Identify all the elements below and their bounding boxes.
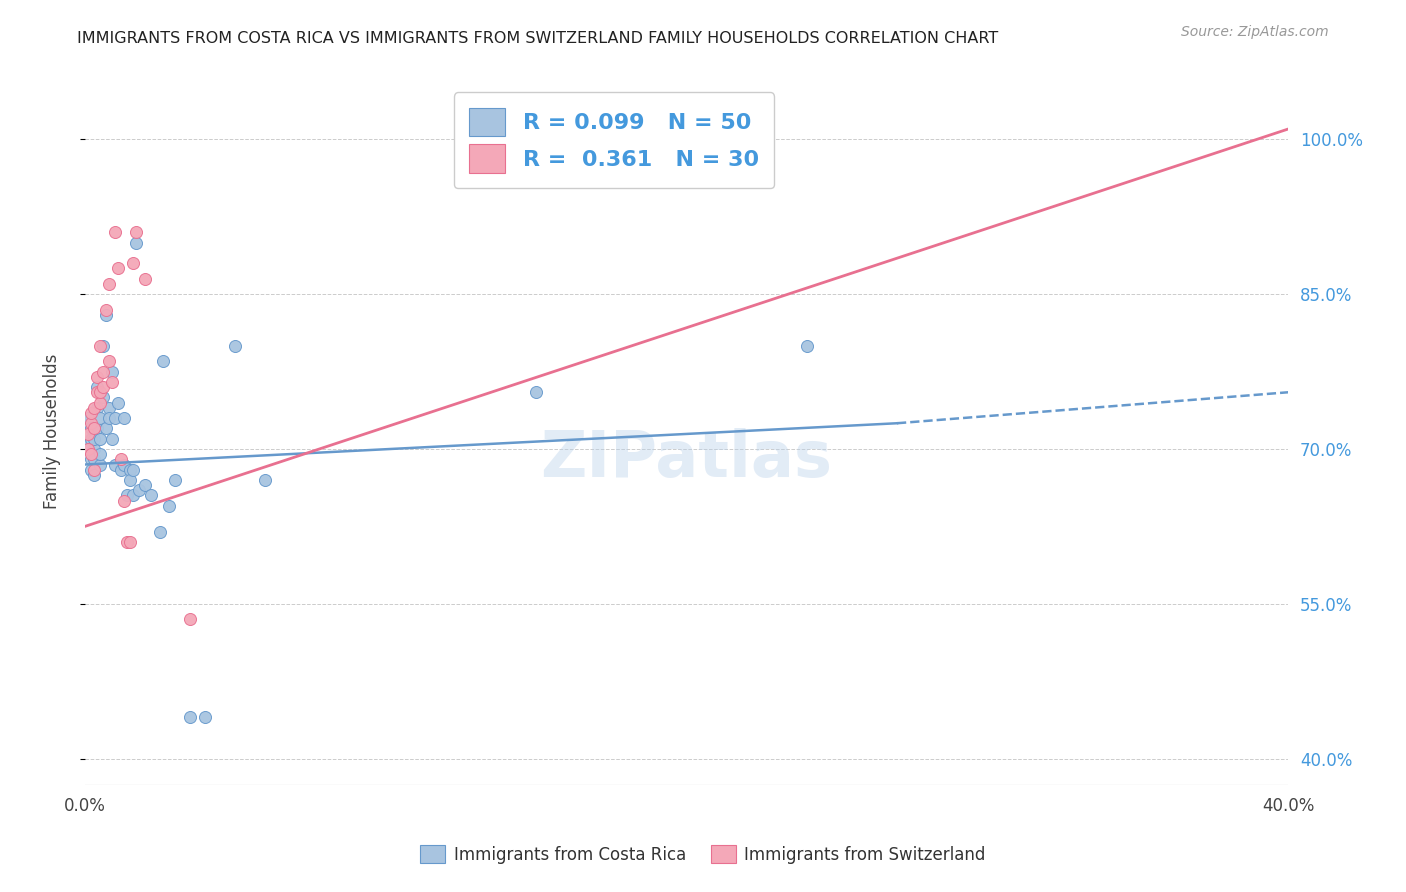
Point xyxy=(115,488,138,502)
Y-axis label: Family Households: Family Households xyxy=(44,353,60,508)
Point xyxy=(94,308,117,322)
Point xyxy=(118,535,141,549)
Point xyxy=(118,473,141,487)
Point xyxy=(110,463,132,477)
Point xyxy=(139,488,162,502)
Point xyxy=(89,385,111,400)
Point xyxy=(149,524,172,539)
Point xyxy=(89,339,111,353)
Point xyxy=(134,271,156,285)
Point xyxy=(83,432,105,446)
Point xyxy=(107,395,129,409)
Point xyxy=(112,411,135,425)
Legend: Immigrants from Costa Rica, Immigrants from Switzerland: Immigrants from Costa Rica, Immigrants f… xyxy=(413,838,993,871)
Point xyxy=(97,354,120,368)
Point xyxy=(134,478,156,492)
Point xyxy=(76,426,98,441)
Text: ZIPatlas: ZIPatlas xyxy=(540,428,832,491)
Point xyxy=(91,391,114,405)
Point xyxy=(179,612,201,626)
Text: IMMIGRANTS FROM COSTA RICA VS IMMIGRANTS FROM SWITZERLAND FAMILY HOUSEHOLDS CORR: IMMIGRANTS FROM COSTA RICA VS IMMIGRANTS… xyxy=(77,31,998,46)
Point xyxy=(110,452,132,467)
Point xyxy=(524,385,547,400)
Point xyxy=(94,421,117,435)
Point xyxy=(157,499,180,513)
Point xyxy=(118,463,141,477)
Point xyxy=(224,339,246,353)
Point xyxy=(86,385,108,400)
Point xyxy=(80,463,103,477)
Point xyxy=(125,235,148,250)
Point xyxy=(128,483,150,498)
Point xyxy=(89,411,111,425)
Point xyxy=(104,225,127,239)
Point xyxy=(125,225,148,239)
Point xyxy=(112,458,135,472)
Point xyxy=(83,452,105,467)
Point xyxy=(121,256,143,270)
Point xyxy=(91,380,114,394)
Point xyxy=(83,442,105,456)
Point xyxy=(179,710,201,724)
Text: 0.0%: 0.0% xyxy=(63,797,105,815)
Point xyxy=(91,365,114,379)
Text: Source: ZipAtlas.com: Source: ZipAtlas.com xyxy=(1181,25,1329,39)
Point xyxy=(80,406,103,420)
Point xyxy=(89,447,111,461)
Point xyxy=(121,463,143,477)
Point xyxy=(86,421,108,435)
Point xyxy=(101,365,124,379)
Point xyxy=(115,535,138,549)
Point xyxy=(796,339,818,353)
Point xyxy=(107,261,129,276)
Point xyxy=(76,442,98,456)
Text: 40.0%: 40.0% xyxy=(1263,797,1315,815)
Point xyxy=(101,432,124,446)
Point xyxy=(76,437,98,451)
Point xyxy=(83,467,105,482)
Point xyxy=(152,354,174,368)
Point xyxy=(104,411,127,425)
Point xyxy=(112,493,135,508)
Point xyxy=(76,411,98,425)
Point xyxy=(80,447,103,461)
Point xyxy=(104,458,127,472)
Point xyxy=(89,395,111,409)
Point xyxy=(89,458,111,472)
Legend: R = 0.099   N = 50, R =  0.361   N = 30: R = 0.099 N = 50, R = 0.361 N = 30 xyxy=(454,92,775,188)
Point xyxy=(194,710,217,724)
Point xyxy=(80,421,103,435)
Point xyxy=(83,463,105,477)
Point xyxy=(163,473,186,487)
Point xyxy=(97,277,120,291)
Point xyxy=(94,302,117,317)
Point xyxy=(97,411,120,425)
Point xyxy=(89,432,111,446)
Point xyxy=(80,432,103,446)
Point xyxy=(80,452,103,467)
Point xyxy=(86,401,108,415)
Point xyxy=(91,339,114,353)
Point xyxy=(80,416,103,430)
Point xyxy=(86,380,108,394)
Point xyxy=(101,375,124,389)
Point xyxy=(86,369,108,384)
Point xyxy=(121,488,143,502)
Point xyxy=(83,401,105,415)
Point xyxy=(83,421,105,435)
Point xyxy=(254,473,277,487)
Point xyxy=(735,127,758,141)
Point xyxy=(97,401,120,415)
